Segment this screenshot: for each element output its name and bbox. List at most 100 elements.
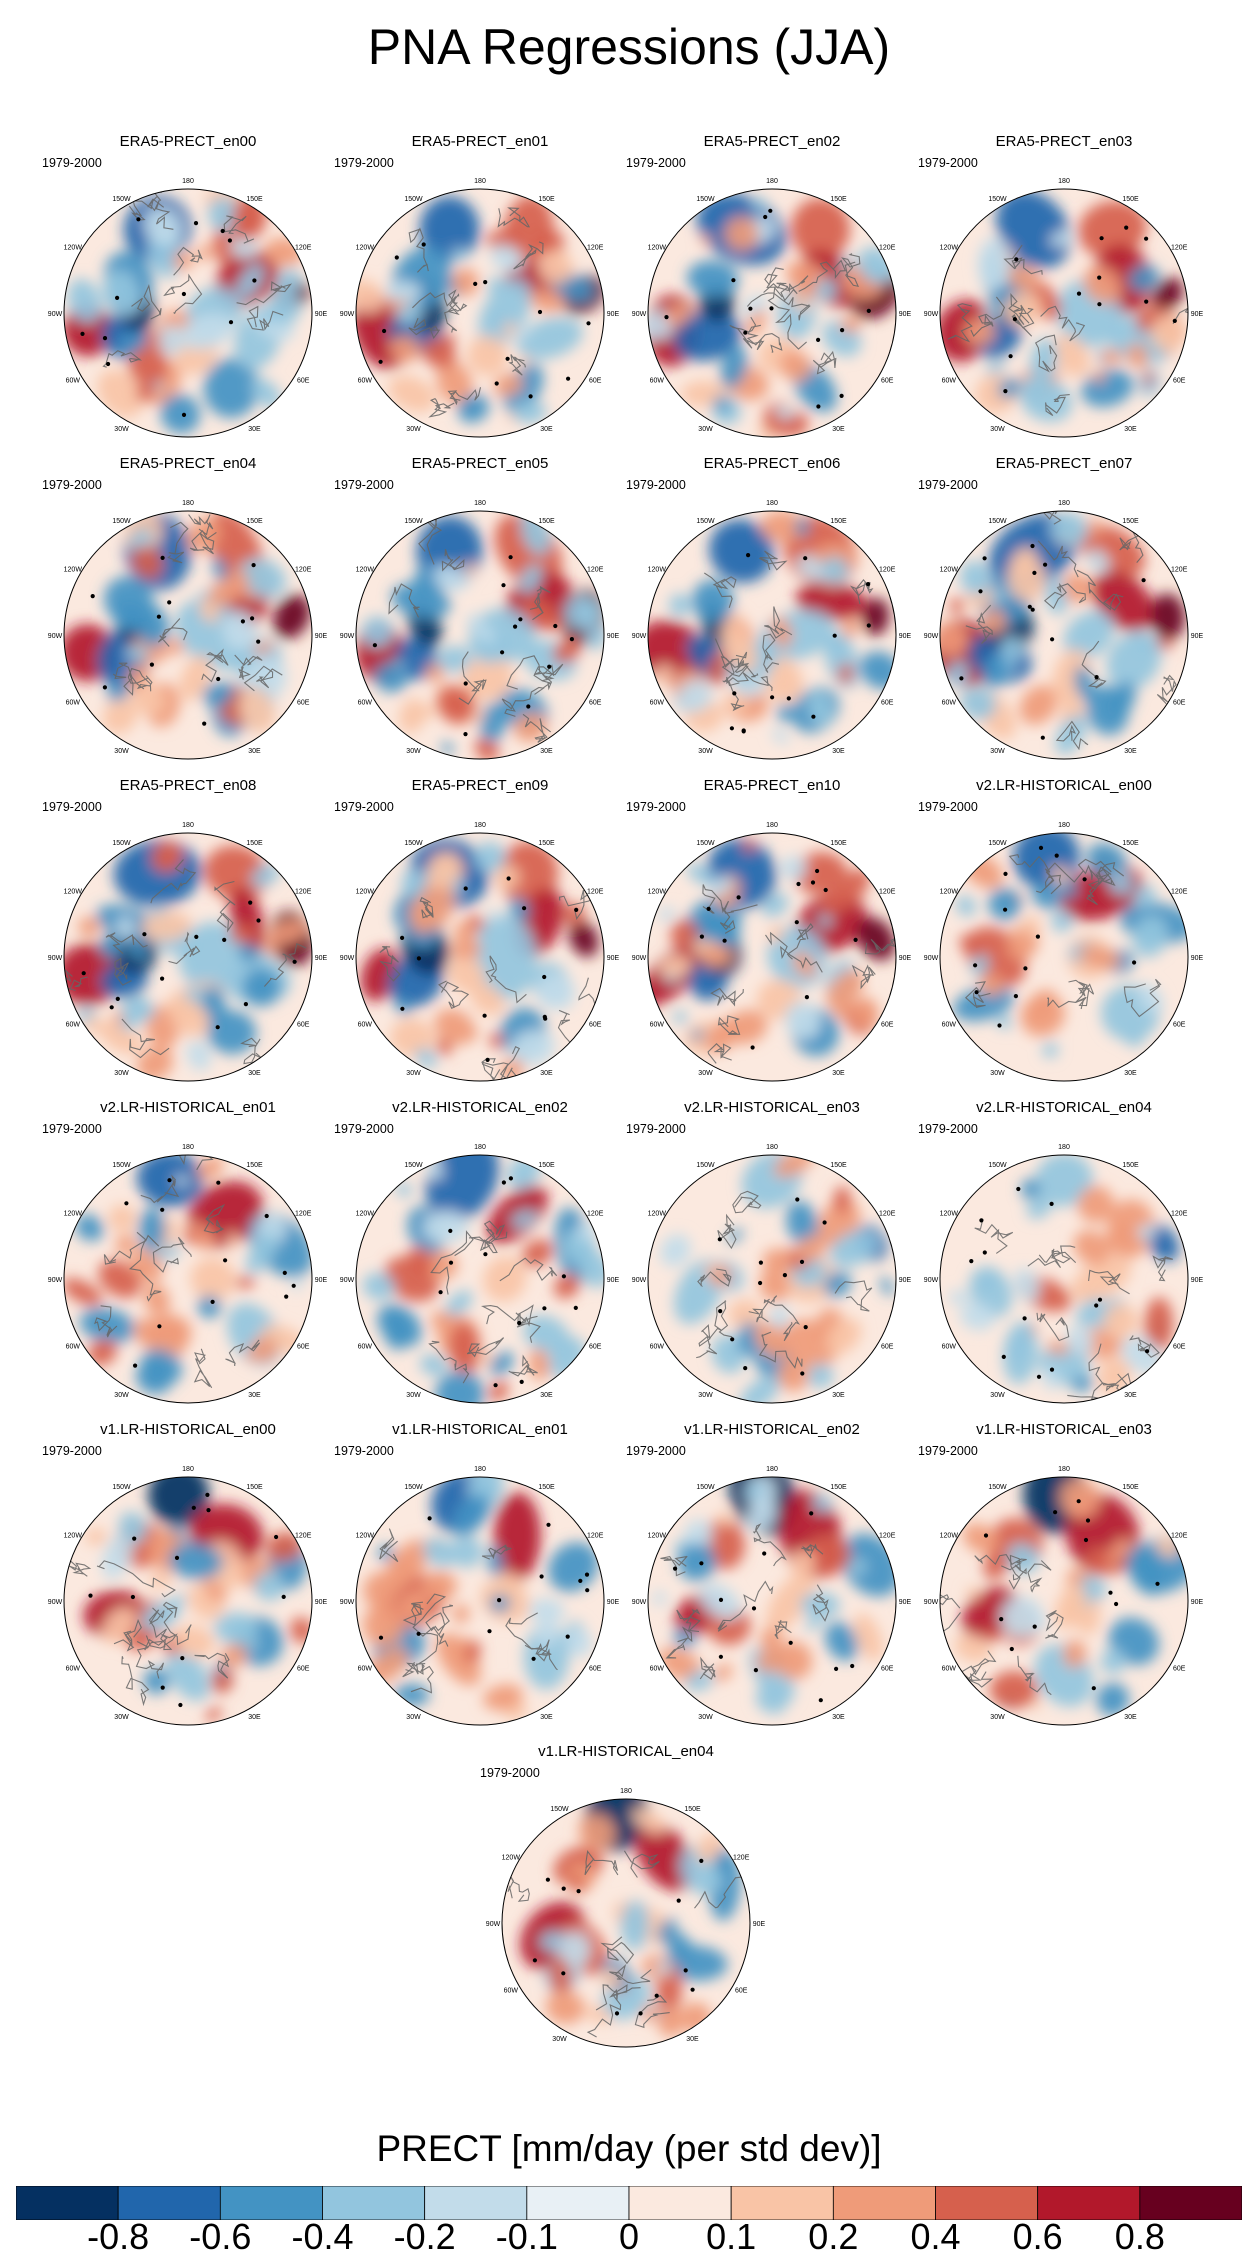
longitude-label: 150W <box>112 1484 131 1491</box>
polar-map: 180150E120E90E60E30E030W60W90W120W150W <box>632 1466 912 1726</box>
coastline <box>513 241 544 270</box>
significance-dot <box>1094 675 1099 680</box>
anomaly-patch <box>988 888 1021 921</box>
coastline <box>201 648 229 683</box>
anomaly-patch <box>746 310 766 337</box>
polar-map: 180150E120E90E60E30E030W60W90W120W150W <box>48 500 328 760</box>
coastline <box>193 1348 213 1389</box>
coastline <box>965 604 993 645</box>
significance-dot <box>160 976 165 981</box>
anomaly-patch <box>743 838 756 853</box>
anomaly-patch <box>362 1604 405 1647</box>
longitude-label: 60W <box>942 1344 957 1351</box>
longitude-label: 120W <box>648 567 667 574</box>
coastline <box>812 1584 830 1622</box>
significance-dot <box>768 208 773 213</box>
colorbar-label: 0.2 <box>808 2216 859 2257</box>
significance-dot <box>102 336 108 341</box>
significance-dot <box>794 920 799 925</box>
colorbar-segment <box>1139 2186 1242 2220</box>
anomaly-patch <box>705 1017 741 1054</box>
significance-dot <box>676 1898 681 1903</box>
coastline <box>584 1850 619 1876</box>
anomaly-patch <box>777 703 793 723</box>
polar-map: 180150E120E90E60E30E030W60W90W120W150W <box>632 178 912 438</box>
anomaly-patch <box>641 2005 657 2022</box>
significance-dot <box>274 1534 279 1540</box>
anomaly-patch <box>1086 549 1110 573</box>
longitude-label: 180 <box>474 822 486 829</box>
significance-dot <box>292 959 297 964</box>
coastline <box>470 1220 506 1249</box>
coastline <box>665 1626 693 1659</box>
anomaly-patch <box>521 1239 554 1267</box>
longitude-label: 180 <box>474 1144 486 1151</box>
coastline <box>128 198 165 221</box>
anomaly-patch <box>1035 1155 1093 1207</box>
significance-dot <box>149 662 154 667</box>
longitude-label: 60W <box>66 700 81 707</box>
coastline <box>707 1043 732 1064</box>
significance-dot <box>542 1014 547 1019</box>
coastline <box>701 1300 733 1340</box>
coastline <box>812 350 837 375</box>
anomaly-patch <box>170 1000 210 1037</box>
anomaly-patch <box>168 1543 223 1580</box>
longitude-label: 150W <box>988 840 1007 847</box>
anomaly-patch <box>686 863 716 886</box>
coastline <box>974 1218 1014 1254</box>
significance-dot <box>463 681 468 686</box>
panel-period: 1979-2000 <box>42 478 102 492</box>
significance-dot <box>699 1858 704 1863</box>
colorbar-segment <box>730 2186 834 2220</box>
significance-dot <box>160 1207 165 1212</box>
anomaly-patch <box>1136 1224 1157 1240</box>
anomaly-patch <box>1061 880 1078 899</box>
significance-dot <box>427 1516 432 1521</box>
significance-dot <box>532 1958 537 1963</box>
anomaly-patch <box>1144 370 1154 388</box>
significance-dot <box>216 676 221 682</box>
panel-title: v2.LR-HISTORICAL_en01 <box>100 1099 276 1116</box>
anomaly-patch <box>160 394 201 434</box>
longitude-label: 60W <box>358 1022 373 1029</box>
longitude-label: 90W <box>632 311 647 318</box>
anomaly-patch <box>512 326 531 341</box>
anomaly-patch <box>771 728 790 744</box>
anomaly-patch <box>940 621 968 657</box>
coastline <box>1043 582 1086 610</box>
anomaly-patch <box>407 1246 434 1277</box>
longitude-label: 60W <box>650 1666 665 1673</box>
anomaly-patch <box>489 1032 504 1049</box>
significance-dot <box>284 1294 289 1299</box>
significance-dot <box>743 1366 748 1371</box>
longitude-label: 60W <box>358 1666 373 1673</box>
longitude-label: 180 <box>1058 822 1070 829</box>
anomaly-patch <box>960 686 997 720</box>
anomaly-patch <box>207 572 249 608</box>
panel-title: v2.LR-HISTORICAL_en02 <box>392 1099 568 1116</box>
coastline <box>203 1203 226 1234</box>
longitude-label: 30E <box>540 1714 553 1721</box>
significance-dot <box>542 974 547 980</box>
anomaly-patch <box>106 681 130 702</box>
longitude-label: 120E <box>733 1855 750 1862</box>
anomaly-patch <box>829 633 848 657</box>
longitude-label: 30E <box>686 2036 699 2043</box>
anomaly-patch <box>1074 665 1095 701</box>
anomaly-patch <box>101 1533 133 1579</box>
anomaly-patch <box>214 1612 258 1644</box>
anomaly-patch <box>1132 916 1168 958</box>
anomaly-patch <box>510 1029 556 1066</box>
anomaly-patch <box>389 1018 435 1058</box>
anomaly-patch <box>760 511 807 543</box>
significance-dot <box>1016 1186 1021 1192</box>
coastline <box>508 354 526 376</box>
anomaly-patch <box>222 610 257 651</box>
longitude-label: 60W <box>358 1344 373 1351</box>
coastline <box>1008 1554 1027 1590</box>
anomaly-patch <box>434 1008 475 1046</box>
coastline <box>767 286 807 350</box>
panel-title: ERA5-PRECT_en04 <box>119 455 257 472</box>
anomaly-patch <box>449 1322 480 1376</box>
